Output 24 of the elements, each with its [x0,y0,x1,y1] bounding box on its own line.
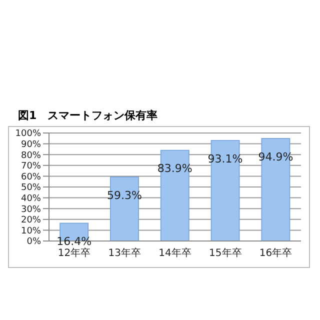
y-tick-label: 30% [20,204,42,215]
data-label: 59.3% [107,188,142,202]
x-tick-label: 16年卒 [259,247,292,260]
x-tick-label: 13年卒 [108,247,141,260]
y-tick-label: 80% [20,150,42,161]
y-tick-label: 0% [26,237,42,248]
data-label: 94.9% [258,150,294,164]
data-label: 16.4% [56,235,92,248]
data-label: 93.1% [208,152,243,166]
y-tick-label: 60% [20,172,42,182]
chart-title: 図1 スマートフォン保有率 [17,108,159,124]
y-tick-label: 50% [20,183,42,194]
bar [261,138,290,241]
y-tick-label: 70% [20,162,42,172]
y-tick-label: 20% [20,216,42,226]
y-tick-label: 100% [15,129,42,140]
x-tick-label: 15年卒 [209,247,242,260]
y-tick-label: 40% [20,194,42,204]
y-tick-label: 90% [20,140,42,150]
data-label: 83.9% [157,162,192,176]
y-tick-label: 10% [20,226,42,236]
x-tick-label: 12年卒 [58,247,91,260]
x-tick-label: 14年卒 [158,247,192,260]
bar [210,140,240,241]
